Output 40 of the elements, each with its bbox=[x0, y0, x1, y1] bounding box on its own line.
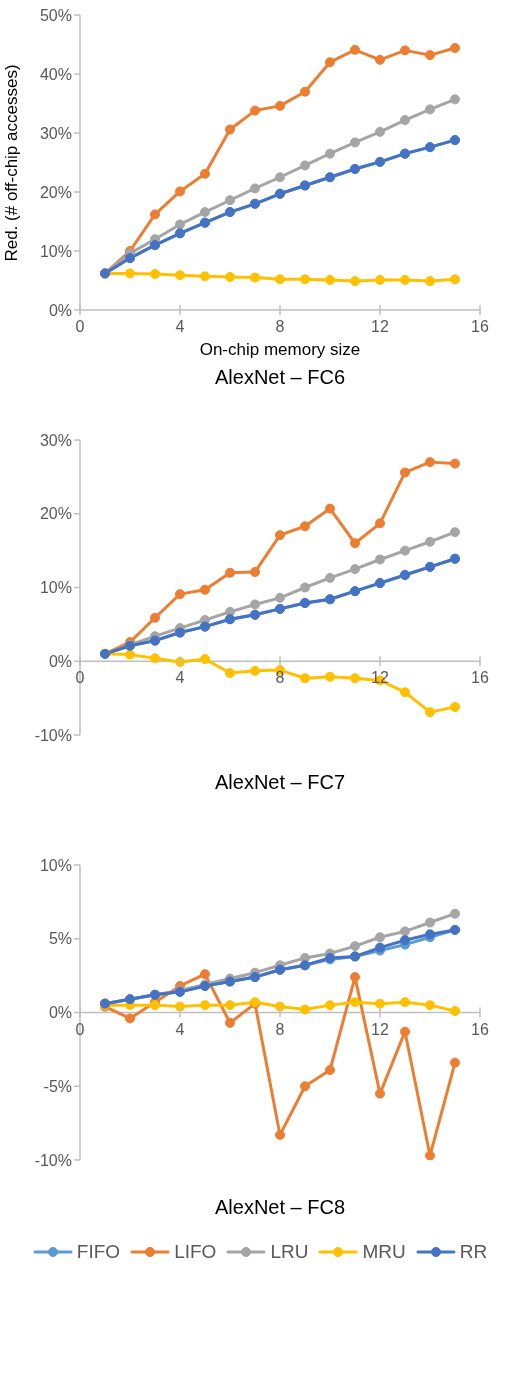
x-tick-label: 0 bbox=[75, 318, 85, 335]
x-tick-label: 4 bbox=[175, 318, 185, 335]
y-tick-label: 0% bbox=[48, 301, 72, 319]
legend-label: FIFO bbox=[76, 1241, 121, 1263]
x-tick-label: 4 bbox=[175, 669, 185, 687]
x-tick-label: 16 bbox=[471, 318, 489, 335]
text: AlexNet – FC7 bbox=[213, 771, 347, 794]
legend-label: LRU bbox=[270, 1241, 309, 1263]
y-tick-label: 10% bbox=[39, 242, 72, 260]
x-tick-label: 8 bbox=[275, 318, 285, 335]
legend-label: LIFO bbox=[174, 1241, 217, 1263]
y-tick-label: -10% bbox=[34, 1151, 72, 1169]
x-tick-label: 12 bbox=[371, 318, 389, 335]
y-tick-label: 50% bbox=[39, 6, 72, 24]
x-tick-label: 16 bbox=[471, 669, 489, 687]
y-tick-label: 5% bbox=[48, 930, 72, 948]
y-tick-label: 0% bbox=[48, 652, 72, 670]
y-tick-label: 40% bbox=[39, 65, 72, 83]
y-tick-label: 20% bbox=[39, 183, 72, 201]
x-tick-label: 8 bbox=[275, 669, 285, 687]
x-tick-label: 4 bbox=[175, 1020, 185, 1038]
y-tick-label: 30% bbox=[39, 124, 72, 142]
y-tick-label: -10% bbox=[34, 726, 72, 744]
x-tick-label: 8 bbox=[275, 1020, 285, 1038]
text: AlexNet – FC6 bbox=[213, 366, 347, 389]
x-tick-label: 0 bbox=[75, 669, 85, 687]
y-axis-title: Red. (# off-chip accesses) bbox=[2, 63, 22, 262]
legend-label: MRU bbox=[362, 1241, 406, 1263]
legend-label: RR bbox=[459, 1241, 488, 1263]
x-tick-label: 16 bbox=[471, 1020, 489, 1038]
y-tick-label: 10% bbox=[39, 579, 72, 597]
x-axis-title: On-chip memory size bbox=[198, 340, 362, 360]
x-tick-label: 12 bbox=[371, 1020, 389, 1038]
x-tick-label: 0 bbox=[75, 1020, 85, 1038]
y-tick-label: 10% bbox=[39, 856, 72, 874]
y-tick-label: 0% bbox=[48, 1004, 72, 1022]
text: AlexNet – FC8 bbox=[213, 1196, 347, 1219]
y-tick-label: 30% bbox=[39, 431, 72, 449]
y-tick-label: 20% bbox=[39, 505, 72, 523]
y-tick-label: -5% bbox=[43, 1077, 72, 1095]
